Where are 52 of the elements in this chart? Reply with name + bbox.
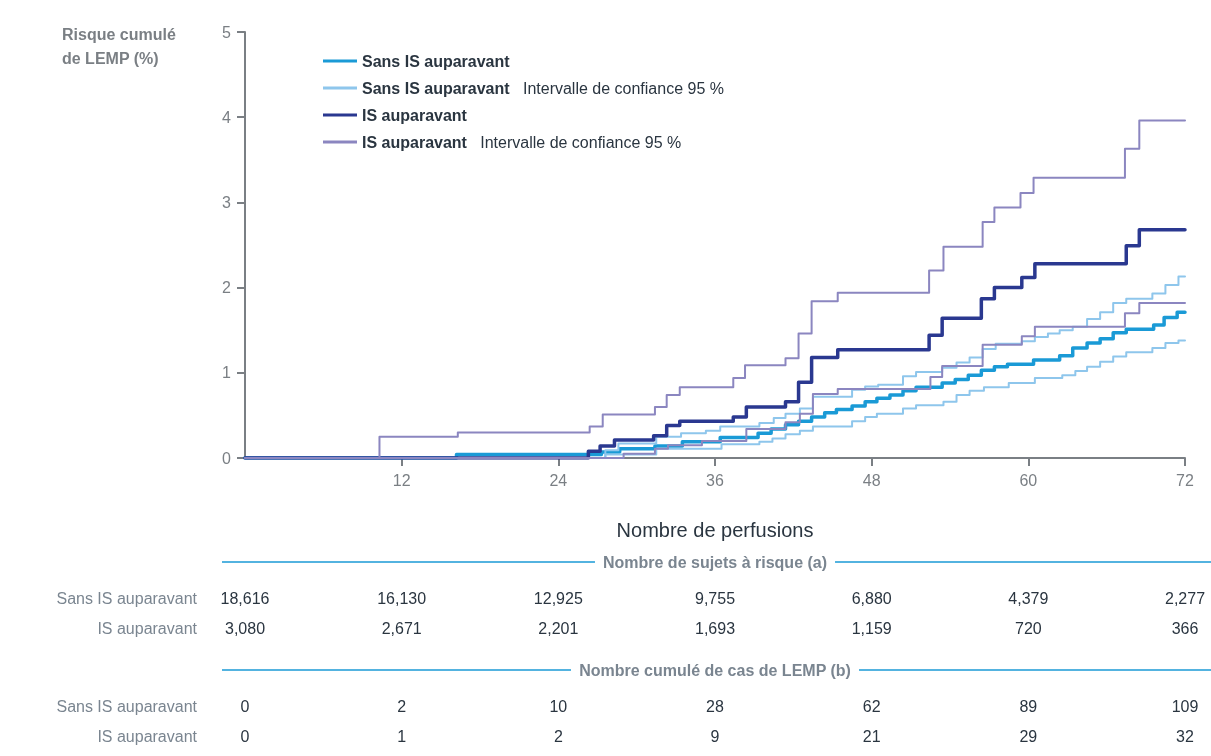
text: 9	[710, 727, 720, 745]
text: 29	[1019, 727, 1038, 745]
text: 2,201	[538, 619, 579, 637]
text: 89	[1019, 697, 1038, 715]
text: 1,693	[694, 619, 736, 637]
text: Sans IS auparavant	[56, 697, 198, 715]
text: 720	[1014, 619, 1042, 637]
x-tick-label: 36	[706, 471, 724, 489]
x-tick-label: 60	[1019, 471, 1038, 489]
text: 6,880	[851, 589, 892, 607]
y-tick-label: 5	[222, 23, 232, 41]
text: 2,671	[381, 619, 422, 637]
legend-label: IS auparavant Intervalle de confiance 95 %	[362, 133, 682, 151]
legend-label: IS auparavant	[362, 106, 468, 124]
x-tick-label: 48	[862, 471, 881, 489]
text: 32	[1176, 727, 1194, 745]
text: 109	[1171, 697, 1199, 715]
text: 366	[1171, 619, 1199, 637]
text: 9,755	[694, 589, 736, 607]
text: IS auparavant	[97, 727, 198, 745]
text: 1,159	[851, 619, 892, 637]
x-tick-label: 24	[549, 471, 568, 489]
y-tick-label: 4	[222, 108, 232, 126]
y-tick-label: 2	[222, 279, 232, 297]
text: 16,130	[377, 589, 427, 607]
legend-label: Sans IS auparavant	[362, 52, 511, 70]
text: 2,277	[1164, 589, 1206, 607]
y-tick-label: 0	[222, 449, 232, 467]
x-axis-title: Nombre de perfusions	[616, 519, 814, 541]
legend-label: Sans IS auparavant Intervalle de confiance 95 %	[362, 79, 724, 97]
text: 10	[549, 697, 568, 715]
text: 21	[862, 727, 881, 745]
text: 0	[240, 727, 250, 745]
text: 62	[862, 697, 881, 715]
text: 1	[397, 727, 407, 745]
text: 2	[553, 727, 563, 745]
text: Nombre de sujets à risque (a)	[602, 553, 828, 571]
text: Sans IS auparavant	[56, 589, 198, 607]
text: 0	[240, 697, 250, 715]
y-tick-label: 1	[222, 364, 232, 382]
y-axis-title: Risque cumulé de LEMP (%)	[62, 25, 181, 67]
text: 4,379	[1008, 589, 1049, 607]
y-tick-label: 3	[222, 193, 232, 211]
text: 2	[397, 697, 407, 715]
text: 28	[706, 697, 724, 715]
text: Nombre cumulé de cas de LEMP (b)	[579, 661, 851, 679]
text: 12,925	[533, 589, 583, 607]
text: IS auparavant	[97, 619, 198, 637]
text: 3,080	[224, 619, 266, 637]
x-tick-label: 12	[392, 471, 411, 489]
text: 18,616	[220, 589, 270, 607]
x-tick-label: 72	[1176, 471, 1194, 489]
